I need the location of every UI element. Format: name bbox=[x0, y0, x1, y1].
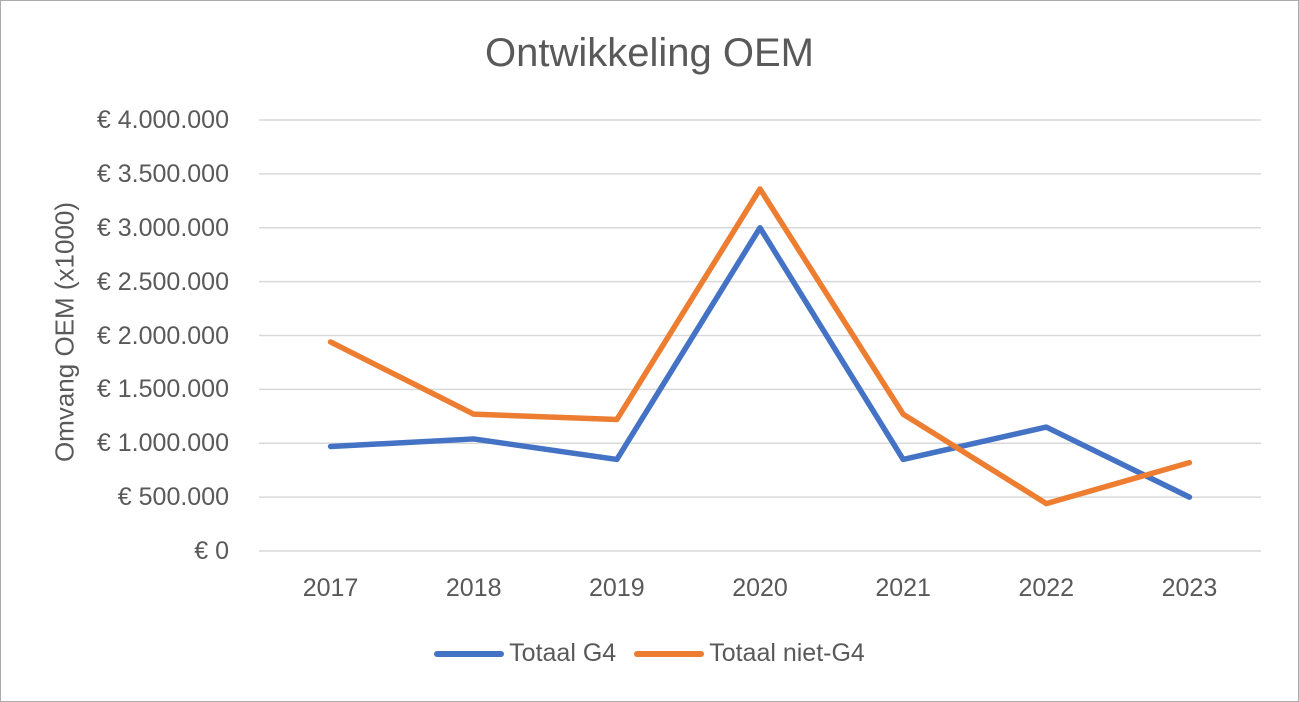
y-tick-label: € 4.000.000 bbox=[96, 106, 229, 134]
chart-title: Ontwikkeling OEM bbox=[485, 31, 814, 75]
x-tick-label: 2022 bbox=[1018, 574, 1075, 602]
x-tick-label: 2018 bbox=[445, 574, 502, 602]
y-tick-label: € 1.000.000 bbox=[96, 429, 229, 458]
legend-swatch-totaal-niet-g4-icon bbox=[634, 650, 705, 657]
x-tick-label: 2019 bbox=[589, 574, 645, 602]
y-tick-label: € 500.000 bbox=[117, 483, 229, 512]
legend-label-totaal-niet-g4: Totaal niet-G4 bbox=[709, 639, 865, 667]
legend-item-totaal-niet-g4: Totaal niet-G4 bbox=[634, 639, 865, 668]
legend: Totaal G4 Totaal niet-G4 bbox=[1, 639, 1298, 668]
x-tick-label: 2017 bbox=[302, 574, 359, 602]
x-tick-label: 2023 bbox=[1161, 574, 1218, 602]
y-tick-label: € 0 bbox=[194, 537, 229, 565]
series-line-totaal-niet-g4 bbox=[327, 186, 1193, 507]
series-line-totaal-g4 bbox=[327, 225, 1193, 500]
x-tick-label: 2021 bbox=[875, 574, 931, 602]
y-tick-label: € 1.500.000 bbox=[96, 375, 229, 404]
legend-label-totaal-g4: Totaal G4 bbox=[509, 639, 617, 667]
y-tick-label: € 2.500.000 bbox=[96, 267, 229, 296]
series-lines bbox=[327, 186, 1193, 507]
y-tick-label: € 2.000.000 bbox=[96, 321, 229, 350]
y-tick-label: € 3.000.000 bbox=[96, 213, 229, 242]
legend-item-totaal-g4: Totaal G4 bbox=[434, 639, 616, 668]
x-tick-label: 2020 bbox=[732, 574, 788, 602]
legend-swatch-totaal-g4-icon bbox=[434, 650, 505, 657]
y-tick-label: € 3.500.000 bbox=[96, 159, 229, 188]
